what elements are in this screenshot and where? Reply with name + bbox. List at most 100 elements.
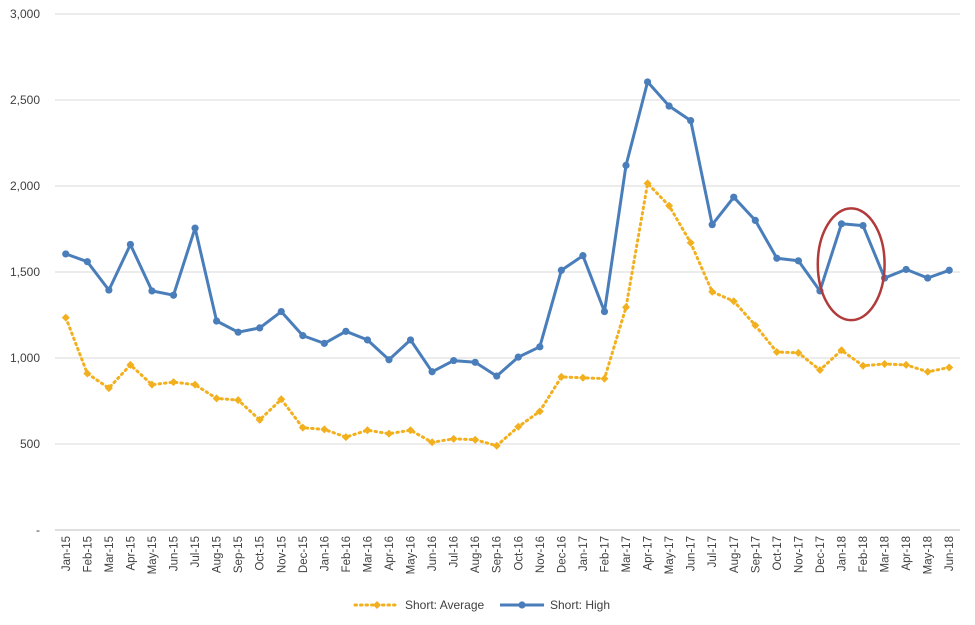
x-tick-label: Apr-18 <box>901 536 913 571</box>
data-point <box>385 356 393 364</box>
x-tick-label: Nov-15 <box>276 536 288 573</box>
y-tick-label: 500 <box>20 437 40 451</box>
data-point <box>83 369 92 378</box>
data-point <box>277 395 286 404</box>
legend-label: Short: Average <box>405 598 484 612</box>
data-point <box>557 266 565 274</box>
x-tick-label: Sep-15 <box>233 536 245 573</box>
data-point <box>536 343 544 351</box>
x-tick-label: Mar-15 <box>104 536 116 572</box>
data-point <box>277 307 285 316</box>
data-point <box>83 258 91 266</box>
data-point <box>686 238 695 247</box>
x-tick-label: Apr-17 <box>643 536 655 571</box>
x-tick-label: Nov-16 <box>535 536 547 573</box>
legend: Short: Average Short: High <box>353 598 610 612</box>
data-point <box>773 254 781 262</box>
data-point <box>126 360 135 369</box>
x-tick-label: Aug-15 <box>212 536 224 573</box>
data-point <box>471 435 480 444</box>
x-tick-label: Jun-18 <box>944 536 956 571</box>
x-tick-label: Dec-17 <box>815 536 827 573</box>
data-point <box>148 287 156 295</box>
x-tick-label: Mar-18 <box>880 536 892 572</box>
data-point <box>191 380 200 389</box>
data-point <box>600 307 609 316</box>
data-point <box>384 429 393 438</box>
x-tick-label: Jul-15 <box>190 536 202 567</box>
x-tick-label: Oct-15 <box>255 536 267 571</box>
data-point <box>212 394 221 403</box>
data-point <box>751 321 760 330</box>
series-short-high <box>62 78 953 380</box>
data-point <box>794 348 803 357</box>
data-point <box>298 423 307 432</box>
data-point <box>643 179 652 188</box>
data-point <box>61 313 70 322</box>
data-point <box>299 332 307 340</box>
y-axis-tick-labels: - 500 1,000 1,500 2,000 2,500 3,000 <box>10 7 40 537</box>
data-point <box>320 425 329 434</box>
data-point <box>535 407 544 416</box>
data-point <box>514 422 523 431</box>
x-axis-tick-labels: Jan-15 Feb-15 Mar-15 Apr-15 May-15 Jun-15 Jul-… <box>61 536 956 574</box>
data-point <box>578 373 587 382</box>
data-point <box>772 347 781 356</box>
data-point <box>256 324 264 332</box>
data-point <box>255 415 264 424</box>
data-point <box>708 287 717 296</box>
x-tick-label: Feb-18 <box>858 536 870 572</box>
annotation-layer <box>816 207 886 322</box>
data-point <box>945 266 953 274</box>
x-tick-label: Feb-16 <box>341 536 353 572</box>
data-point <box>622 303 631 312</box>
x-tick-label: Jun-17 <box>686 536 698 571</box>
y-tick-label: 3,000 <box>10 7 40 21</box>
data-point <box>837 220 846 228</box>
data-point <box>169 291 178 299</box>
data-point <box>902 265 910 274</box>
legend-marker <box>373 601 381 609</box>
data-point <box>730 193 738 201</box>
data-point <box>945 363 954 372</box>
data-point <box>428 368 436 376</box>
data-point <box>622 161 630 169</box>
legend-marker <box>518 601 526 609</box>
y-tick-label: 1,500 <box>10 265 40 279</box>
data-point <box>234 328 242 336</box>
x-tick-label: Aug-16 <box>470 536 482 573</box>
data-point <box>341 433 350 442</box>
data-point <box>493 372 501 380</box>
data-point <box>514 353 522 361</box>
data-point <box>342 327 350 335</box>
data-point <box>687 117 695 125</box>
data-point <box>147 380 156 389</box>
data-point <box>62 250 70 258</box>
series-line <box>64 181 951 448</box>
x-tick-label: Aug-17 <box>729 536 741 573</box>
x-tick-label: Jan-18 <box>836 536 848 571</box>
legend-item-short-average: Short: Average <box>353 598 484 612</box>
x-tick-label: Feb-17 <box>599 536 611 572</box>
highlight-ellipse <box>816 207 886 322</box>
data-point <box>923 367 932 376</box>
data-point <box>191 224 199 232</box>
data-point <box>643 78 652 86</box>
data-point <box>406 336 415 344</box>
data-point <box>924 274 932 282</box>
x-tick-label: Jun-16 <box>427 536 439 571</box>
data-point <box>406 426 415 435</box>
data-point <box>450 356 458 365</box>
data-point <box>600 374 609 383</box>
y-tick-label: - <box>36 523 40 537</box>
legend-item-short-high: Short: High <box>500 598 610 612</box>
data-point <box>665 102 673 110</box>
x-tick-label: Sep-16 <box>492 536 504 573</box>
y-tick-label: 2,000 <box>10 179 40 193</box>
y-tick-label: 2,500 <box>10 93 40 107</box>
data-point <box>751 216 759 224</box>
x-tick-label: Dec-16 <box>556 536 568 573</box>
data-point <box>708 221 716 229</box>
data-point <box>880 360 889 369</box>
